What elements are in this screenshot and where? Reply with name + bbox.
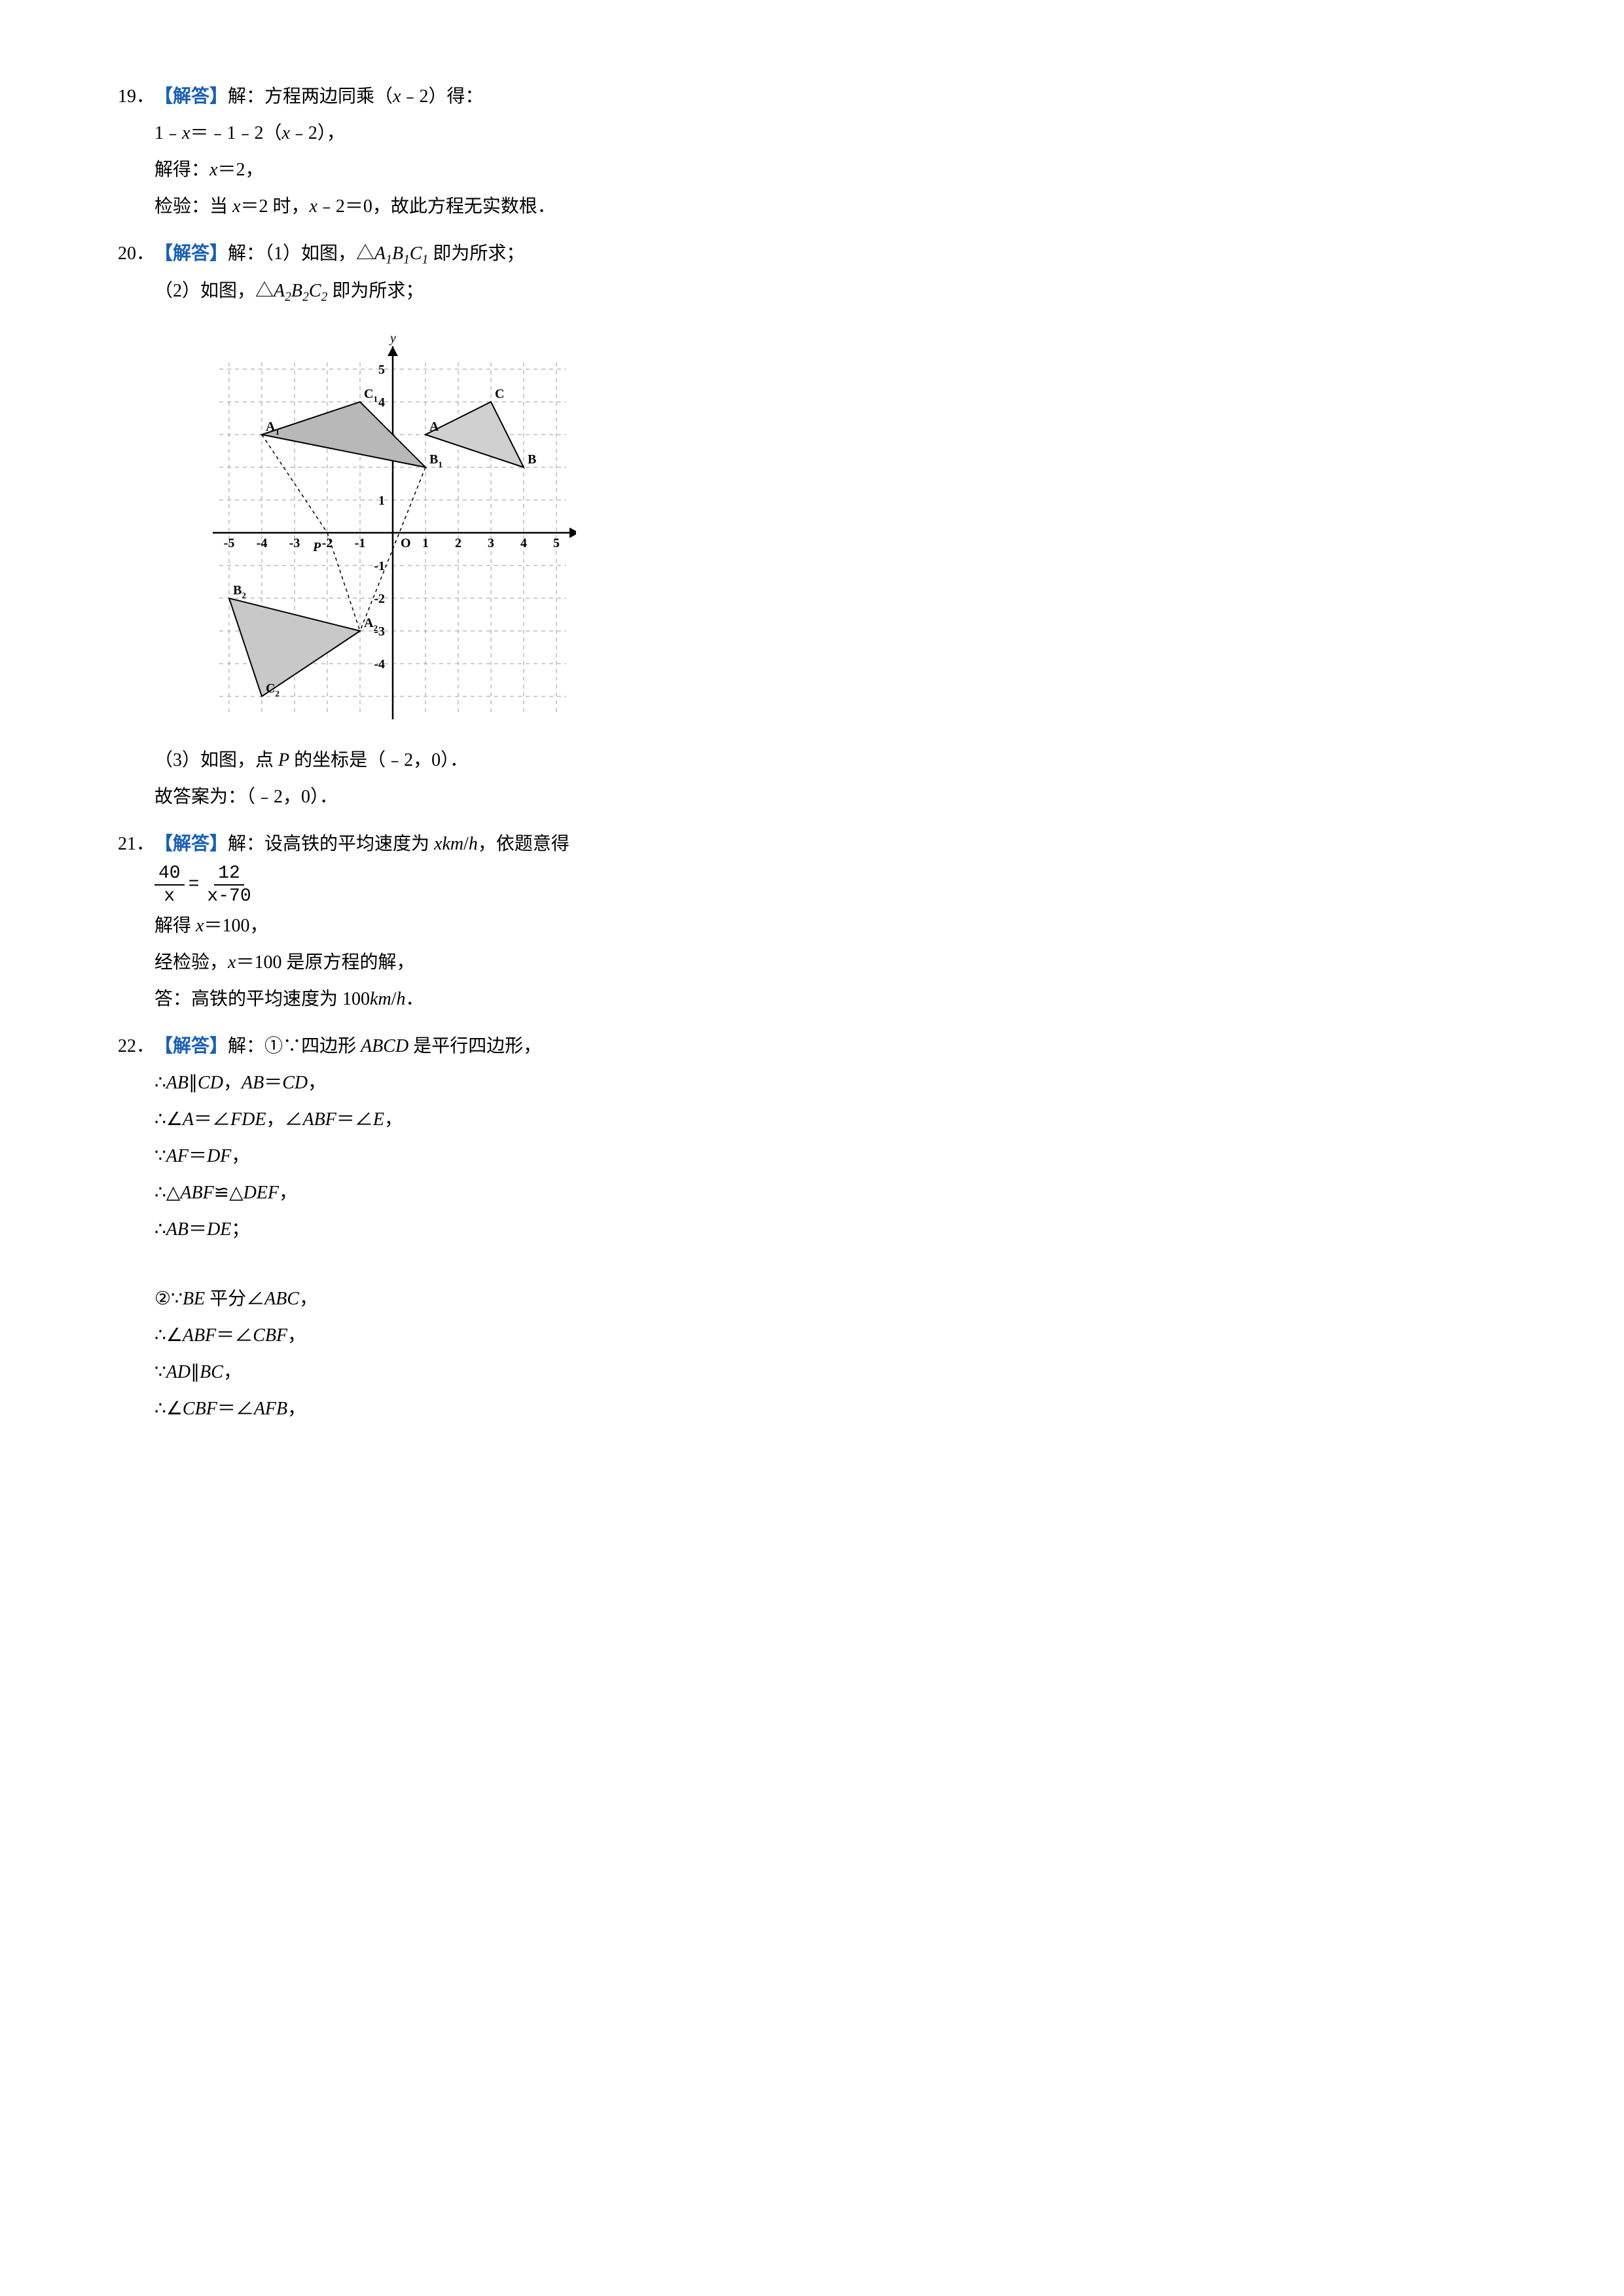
p20-line2: （2）如图，△A2B2C2 即为所求；: [154, 273, 1506, 310]
p21-line2: 解得 x＝100，: [154, 908, 1506, 944]
problem-19: 19． 【解答】解：方程两边同乘（x﹣2）得： 1﹣x＝﹣1﹣2（x﹣2）， 解…: [118, 79, 1506, 225]
fraction-right: 12 x-70: [203, 863, 255, 908]
p22-line4: ∵AF＝DF，: [154, 1138, 1506, 1175]
svg-text:-4: -4: [257, 536, 268, 550]
svg-text:B: B: [528, 452, 536, 467]
p19-line3: 解得：x＝2，: [154, 152, 1506, 188]
answer-tag: 【解答】: [154, 1036, 228, 1056]
problem-21: 21． 【解答】解：设高铁的平均速度为 xkm/h，依题意得 40 x = 12…: [118, 826, 1506, 1018]
p20-line3: （3）如图，点 P 的坐标是（﹣2，0）．: [154, 742, 1506, 779]
svg-text:4: 4: [378, 395, 385, 410]
p22-line5: ∴△ABF≌△DEF，: [154, 1175, 1506, 1211]
svg-text:-1: -1: [355, 536, 366, 550]
p21-line3: 经检验，x＝100 是原方程的解，: [154, 944, 1506, 981]
svg-text:1: 1: [422, 536, 429, 550]
p20-line4: 故答案为：（﹣2，0）．: [154, 779, 1506, 816]
p22-line10: ∴∠CBF＝∠AFB，: [154, 1391, 1506, 1427]
p22-line2: ∴AB∥CD，AB＝CD，: [154, 1065, 1506, 1102]
svg-text:1: 1: [378, 493, 385, 508]
p19-line2: 1﹣x＝﹣1﹣2（x﹣2），: [154, 115, 1506, 152]
svg-text:2: 2: [455, 536, 461, 550]
coordinate-graph: -5-4-3-2-1123455431-1-2-3-4OxyABCA1B1C1A…: [183, 323, 576, 729]
svg-text:A: A: [429, 420, 439, 434]
svg-text:y: y: [389, 331, 396, 346]
problem-20: 20． 【解答】解：（1）如图，△A1B1C1 即为所求； （2）如图，△A2B…: [118, 236, 1506, 816]
p21-line4: 答：高铁的平均速度为 100km/h．: [154, 981, 1506, 1018]
problem-22: 22． 【解答】解：①∵四边形 ABCD 是平行四边形， ∴AB∥CD，AB＝C…: [118, 1028, 1506, 1427]
svg-text:-3: -3: [289, 536, 300, 550]
svg-text:3: 3: [488, 536, 494, 550]
p22-number: 22．: [118, 1028, 154, 1065]
svg-text:O: O: [401, 536, 411, 550]
svg-text:-4: -4: [374, 657, 385, 672]
p19-line1: 19． 【解答】解：方程两边同乘（x﹣2）得：: [118, 79, 1506, 115]
svg-text:-2: -2: [374, 592, 385, 606]
p21-number: 21．: [118, 826, 154, 863]
p22-line7: ②∵BE 平分∠ABC，: [154, 1281, 1506, 1318]
p22-line9: ∵AD∥BC，: [154, 1354, 1506, 1391]
fraction-left: 40 x: [154, 863, 185, 908]
p22-line1: 22． 【解答】解：①∵四边形 ABCD 是平行四边形，: [118, 1028, 1506, 1065]
svg-text:-5: -5: [224, 536, 235, 550]
p22-line3: ∴∠A＝∠FDE，∠ABF＝∠E，: [154, 1102, 1506, 1138]
p19-line4: 检验：当 x＝2 时，x﹣2＝0，故此方程无实数根．: [154, 188, 1506, 225]
svg-text:5: 5: [378, 363, 385, 377]
svg-text:-2: -2: [322, 536, 333, 550]
answer-tag: 【解答】: [154, 243, 228, 264]
answer-tag: 【解答】: [154, 86, 228, 107]
p20-line1: 20． 【解答】解：（1）如图，△A1B1C1 即为所求；: [118, 236, 1506, 273]
p20-number: 20．: [118, 236, 154, 272]
svg-text:5: 5: [553, 536, 560, 550]
p21-equation: 40 x = 12 x-70: [154, 863, 1506, 908]
coordinate-svg: -5-4-3-2-1123455431-1-2-3-4OxyABCA1B1C1A…: [183, 323, 576, 729]
p19-number: 19．: [118, 79, 154, 115]
spacer: [118, 1248, 1506, 1281]
answer-tag: 【解答】: [154, 834, 228, 854]
svg-text:-1: -1: [374, 559, 385, 573]
svg-text:4: 4: [520, 536, 527, 550]
svg-text:C: C: [495, 387, 504, 401]
p22-line6: ∴AB＝DE；: [154, 1211, 1506, 1248]
svg-text:P: P: [312, 540, 321, 554]
p21-line1: 21． 【解答】解：设高铁的平均速度为 xkm/h，依题意得: [118, 826, 1506, 863]
p22-line8: ∴∠ABF＝∠CBF，: [154, 1318, 1506, 1354]
